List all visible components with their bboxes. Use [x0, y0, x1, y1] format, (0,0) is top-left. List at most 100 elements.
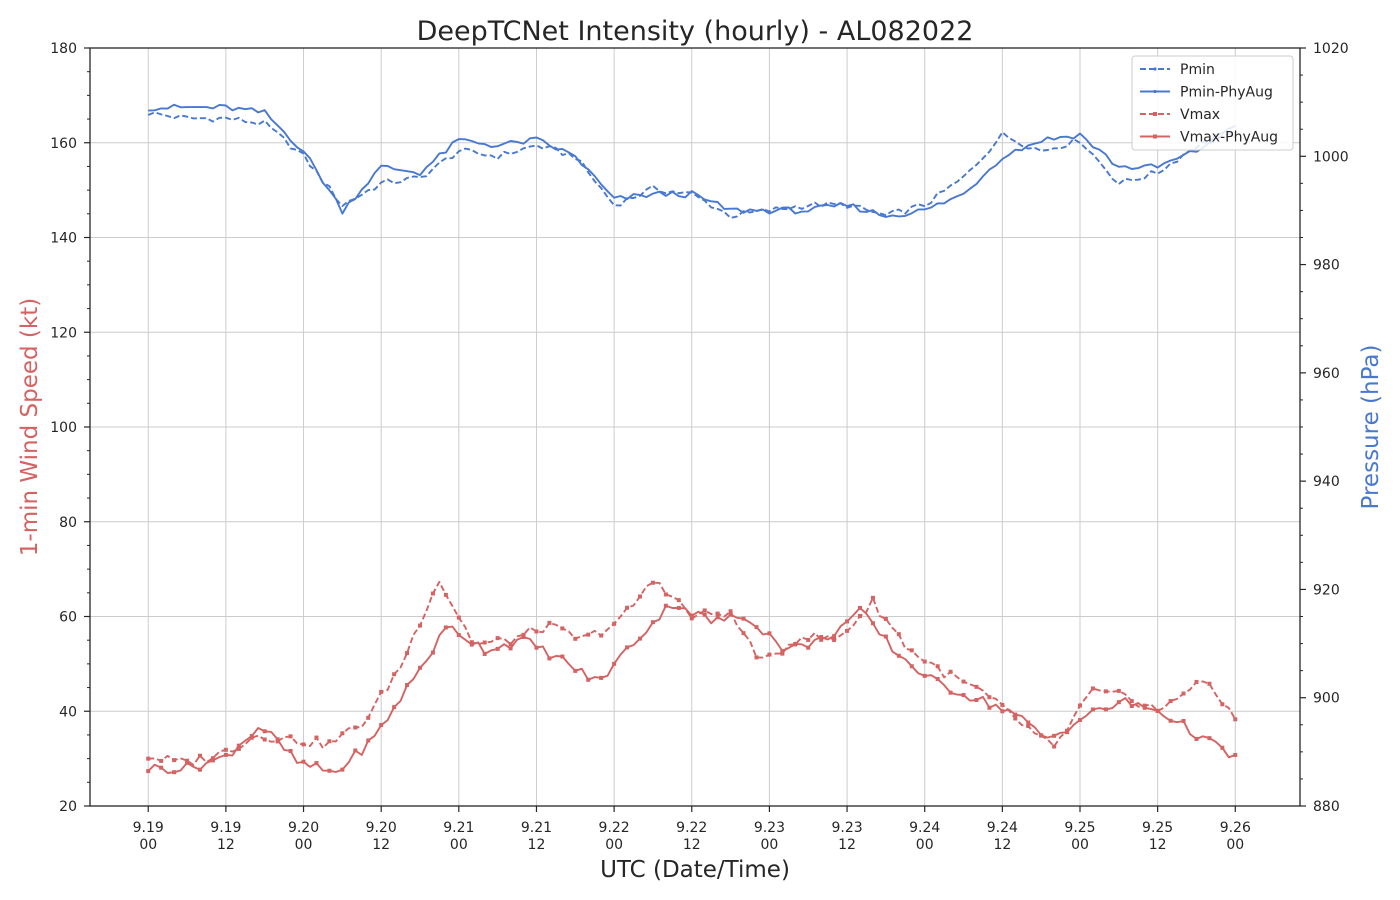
grid-layer — [90, 47, 1300, 807]
series-point-vmax — [689, 616, 694, 621]
series-point-vmax-phyaug — [858, 605, 862, 610]
series-point-vmax — [1013, 716, 1018, 721]
series-point-vmax — [1078, 703, 1082, 708]
series-point-vmax — [1233, 717, 1238, 722]
legend-marker — [1153, 134, 1157, 139]
series-point-vmax-phyaug — [146, 769, 151, 774]
series-point-vmax-phyaug — [1013, 712, 1018, 717]
y-tick-label-right: 880 — [1313, 799, 1340, 815]
legend-marker — [1153, 89, 1157, 94]
series-point-vmax — [1181, 691, 1186, 696]
series-point-vmax — [340, 731, 345, 736]
x-tick-label-date: 9.22 — [676, 820, 707, 836]
series-point-vmax — [754, 655, 759, 660]
series-point-vmax-phyaug — [1103, 707, 1108, 712]
series-point-vmax-phyaug — [340, 767, 345, 772]
series-point-vmax-phyaug — [560, 654, 565, 659]
y-tick-label-left: 180 — [50, 41, 77, 57]
series-point-vmax — [275, 739, 280, 744]
series-point-vmax-phyaug — [702, 612, 707, 617]
series-point-vmax — [961, 679, 966, 684]
series-point-vmax-phyaug — [987, 705, 992, 710]
series-point-vmax-phyaug — [1065, 730, 1070, 735]
y-tick-label-right: 920 — [1313, 582, 1340, 598]
series-point-vmax-phyaug — [1026, 720, 1031, 725]
series-point-vmax-phyaug — [1129, 704, 1134, 709]
series-point-vmax-phyaug — [663, 603, 668, 608]
series-point-vmax-phyaug — [612, 661, 617, 666]
right-axis: 880 900 920 940 960 980 1000 1020 — [1300, 41, 1349, 815]
legend-label: Pmin — [1180, 62, 1215, 78]
series-point-vmax-phyaug — [586, 677, 591, 682]
chart-title: DeepTCNet Intensity (hourly) - AL082022 — [417, 16, 974, 47]
series-point-vmax-phyaug — [793, 641, 798, 646]
x-tick-label-date: 9.26 — [1220, 820, 1251, 836]
y-tick-label-right: 1000 — [1313, 149, 1349, 165]
x-tick-label-time: 00 — [450, 837, 468, 853]
series-point-vmax — [832, 638, 837, 643]
series-point-vmax — [922, 659, 927, 664]
series-point-vmax — [366, 715, 371, 720]
series-point-vmax-phyaug — [767, 631, 772, 636]
x-axis: 9.19009.19129.20009.20129.21009.21129.22… — [133, 806, 1251, 853]
series-point-vmax — [1194, 679, 1199, 684]
x-tick-label-date: 9.25 — [1142, 820, 1173, 836]
series-point-vmax-phyaug — [1168, 718, 1173, 723]
series-point-vmax-phyaug — [482, 651, 487, 656]
series-point-vmax — [767, 652, 772, 657]
series-point-vmax-phyaug — [547, 656, 552, 661]
series-point-vmax — [1220, 702, 1225, 707]
series-point-vmax — [845, 628, 850, 633]
x-tick-label-date: 9.23 — [831, 820, 862, 836]
series-point-vmax-phyaug — [172, 770, 177, 775]
series-point-vmax-phyaug — [1181, 718, 1186, 723]
series-point-vmax-phyaug — [430, 650, 435, 655]
series-point-vmax-phyaug — [909, 664, 914, 669]
series-point-vmax-phyaug — [780, 649, 785, 654]
y-tick-label-left: 20 — [59, 799, 77, 815]
series-point-vmax-phyaug — [275, 737, 280, 742]
legend-label: Pmin-PhyAug — [1180, 85, 1273, 101]
legend-marker — [1153, 67, 1157, 71]
series-point-vmax-phyaug — [1090, 707, 1095, 712]
series-point-vmax — [172, 758, 177, 763]
series-point-vmax — [521, 632, 526, 637]
y-tick-label-right: 900 — [1313, 691, 1340, 707]
legend: Pmin Pmin-PhyAug Vmax Vmax-PhyAug — [1131, 55, 1294, 151]
series-point-vmax-phyaug — [741, 616, 746, 621]
x-tick-label-time: 00 — [1071, 837, 1089, 853]
series-point-vmax-phyaug — [443, 625, 448, 630]
series-point-vmax — [625, 605, 630, 610]
series-point-vmax-phyaug — [650, 620, 655, 625]
x-tick-label-date: 9.22 — [599, 820, 630, 836]
series-point-vmax — [728, 609, 733, 614]
series-point-vmax-phyaug — [1194, 736, 1199, 741]
series-point-vmax-phyaug — [1078, 717, 1082, 722]
x-tick-label-time: 00 — [139, 837, 157, 853]
series-point-vmax-phyaug — [638, 636, 642, 641]
legend-marker — [1153, 112, 1157, 116]
series-point-vmax-phyaug — [689, 613, 694, 618]
series-point-vmax — [1129, 699, 1134, 704]
series-point-vmax-phyaug — [288, 748, 293, 753]
series-point-vmax — [1116, 688, 1121, 693]
series-point-vmax — [715, 611, 720, 616]
series-point-vmax — [1090, 686, 1095, 691]
series-point-vmax — [586, 632, 591, 637]
y-axis-label-left: 1-min Wind Speed (kt) — [17, 298, 43, 556]
series-point-vmax-phyaug — [508, 646, 513, 651]
x-tick-label-date: 9.20 — [366, 820, 397, 836]
series-point-vmax-phyaug — [728, 612, 733, 617]
series-point-vmax — [599, 633, 604, 638]
series-point-vmax-phyaug — [495, 646, 500, 651]
x-tick-label-time: 12 — [683, 837, 701, 853]
series-point-vmax — [858, 614, 862, 619]
x-tick-label-time: 12 — [993, 837, 1011, 853]
series-line-pmin-phyaug — [148, 103, 1236, 218]
series-point-vmax — [301, 742, 306, 747]
series-point-vmax-phyaug — [366, 738, 371, 743]
series-point-vmax — [1142, 703, 1147, 708]
series-point-vmax — [987, 695, 992, 700]
series-point-vmax-phyaug — [314, 761, 319, 766]
series-point-vmax — [573, 636, 578, 641]
